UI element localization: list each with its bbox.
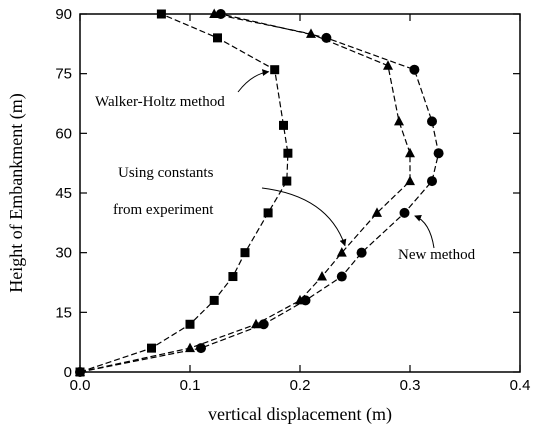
annotations: Walker-Holtz method Using constants from e… <box>95 69 476 263</box>
x-axis-label: vertical displacement (m) <box>208 404 392 425</box>
y-tick-label: 60 <box>55 125 72 142</box>
square-marker <box>279 120 288 130</box>
circle-marker <box>427 116 437 127</box>
y-tick-label: 45 <box>55 185 72 202</box>
circle-marker <box>321 32 332 43</box>
annotation-label: Using constants <box>118 165 214 181</box>
circle-marker <box>433 148 444 159</box>
square-marker <box>147 343 156 353</box>
triangle-marker <box>251 318 261 329</box>
circle-marker <box>215 9 226 19</box>
annotation-arrow <box>237 69 270 93</box>
y-tick-label: 0 <box>64 364 72 381</box>
y-tick-label: 75 <box>55 66 72 83</box>
y-tick-label: 90 <box>55 6 72 23</box>
x-tick-label: 0.3 <box>400 377 421 394</box>
annotation-label: New method <box>398 247 476 263</box>
y-tick-label: 15 <box>55 304 72 321</box>
triangle-marker <box>336 247 347 257</box>
square-marker <box>185 319 195 329</box>
circle-marker <box>258 319 269 330</box>
square-marker <box>156 9 166 19</box>
square-marker <box>240 248 250 258</box>
circle-marker <box>336 271 347 282</box>
circle-marker <box>196 343 206 354</box>
square-marker <box>209 295 219 305</box>
annotation-arrow <box>261 187 347 247</box>
triangle-marker <box>394 115 404 126</box>
circle-marker <box>300 295 311 306</box>
circle-marker <box>356 247 367 258</box>
square-marker <box>283 148 293 158</box>
plot-frame <box>79 13 521 373</box>
triangle-marker <box>372 207 382 217</box>
circle-marker <box>427 176 437 187</box>
triangle-marker <box>383 60 393 70</box>
x-tick-label: 0.0 <box>70 377 91 394</box>
square-marker <box>282 176 292 186</box>
circle-marker <box>399 207 410 218</box>
triangle-marker <box>185 342 195 353</box>
triangle-marker <box>317 271 327 281</box>
triangle-marker <box>405 175 415 186</box>
circle-marker <box>75 367 85 377</box>
series-markers <box>75 8 444 377</box>
square-marker <box>270 65 280 75</box>
series-line-square <box>79 13 289 373</box>
x-tick-label: 0.2 <box>290 377 311 394</box>
annotation-label: Walker-Holtz method <box>95 94 225 110</box>
square-marker <box>263 208 273 218</box>
annotation-arrow <box>414 214 435 249</box>
axis-ticks: 0.0 0.1 0.2 0.3 0.4 0 15 30 45 60 75 90 <box>55 6 530 394</box>
annotation-label: from experiment <box>113 202 214 218</box>
x-tick-label: 0.1 <box>180 377 201 394</box>
triangle-marker <box>306 28 316 38</box>
triangle-marker <box>405 147 415 158</box>
circle-marker <box>409 64 420 75</box>
square-marker <box>228 272 238 282</box>
square-marker <box>213 33 222 43</box>
y-axis-label: Height of Embankment (m) <box>6 93 27 292</box>
x-tick-label: 0.4 <box>510 377 531 394</box>
y-tick-label: 30 <box>55 245 72 262</box>
series-line-triangle <box>79 13 411 373</box>
